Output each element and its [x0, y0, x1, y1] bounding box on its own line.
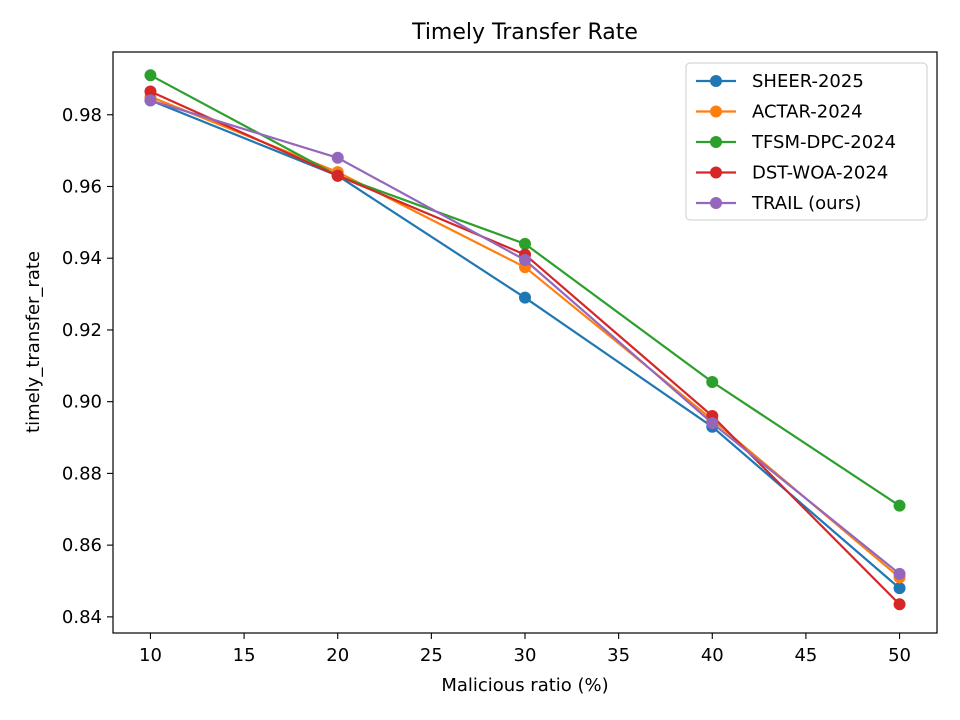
data-point — [893, 582, 906, 595]
data-point — [519, 291, 531, 304]
legend-label: TRAIL (ours) — [751, 193, 861, 214]
data-point — [519, 237, 531, 250]
series-4 — [144, 94, 906, 580]
x-tick-label: 40 — [701, 645, 724, 666]
legend-entry: DST-WOA-2024 — [696, 163, 888, 184]
x-tick-label: 50 — [888, 645, 911, 666]
legend-marker — [710, 197, 722, 209]
y-tick-label: 0.96 — [62, 176, 102, 197]
x-tick-label: 30 — [514, 645, 537, 666]
legend-entry: ACTAR-2024 — [696, 102, 863, 123]
data-point — [144, 94, 157, 107]
y-tick-label: 0.94 — [62, 248, 102, 269]
y-tick-label: 0.92 — [62, 320, 102, 341]
x-tick-label: 25 — [420, 645, 443, 666]
x-tick-label: 45 — [794, 645, 817, 666]
legend-entry: TFSM-DPC-2024 — [696, 132, 896, 153]
legend-marker — [710, 166, 722, 179]
data-point — [893, 598, 906, 611]
data-point — [144, 69, 157, 82]
x-tick-label: 20 — [326, 645, 349, 666]
legend-marker — [710, 105, 722, 118]
axis-ticks: 10 15 20 25 30 35 40 45 50 0.84 0.86 0.88 0.90 0.92 0.… — [62, 105, 911, 666]
x-tick-label: 15 — [233, 645, 256, 666]
legend-label: TFSM-DPC-2024 — [751, 132, 896, 153]
legend-marker — [710, 75, 722, 87]
x-axis-label: Malicious ratio (%) — [441, 675, 608, 696]
legend-label: ACTAR-2024 — [752, 102, 863, 123]
data-point — [331, 169, 344, 182]
data-point — [893, 567, 906, 580]
legend: SHEER-2025 ACTAR-2024 TFSM-DPC-2024 DST-WOA… — [685, 62, 928, 221]
chart-title: Timely Transfer Rate — [411, 20, 638, 45]
y-tick-label: 0.90 — [62, 392, 102, 413]
x-tick-label: 10 — [139, 645, 162, 666]
y-axis-label: timely_transfer_rate — [23, 251, 44, 433]
legend-entry: TRAIL (ours) — [696, 193, 861, 214]
y-tick-label: 0.84 — [62, 607, 102, 628]
legend-label: DST-WOA-2024 — [752, 163, 888, 184]
data-point — [331, 151, 344, 164]
data-point — [519, 254, 531, 267]
data-point — [893, 499, 906, 512]
y-tick-label: 0.88 — [62, 463, 102, 484]
data-point — [706, 417, 719, 430]
x-tick-label: 35 — [607, 645, 630, 666]
legend-box — [685, 62, 928, 221]
data-point — [144, 85, 157, 98]
plot-area — [144, 69, 906, 611]
legend-marker — [710, 136, 722, 148]
y-tick-label: 0.98 — [62, 105, 102, 126]
legend-entry: SHEER-2025 — [696, 71, 864, 92]
data-point — [706, 375, 719, 388]
legend-label: SHEER-2025 — [752, 71, 864, 92]
y-tick-label: 0.86 — [62, 535, 102, 556]
